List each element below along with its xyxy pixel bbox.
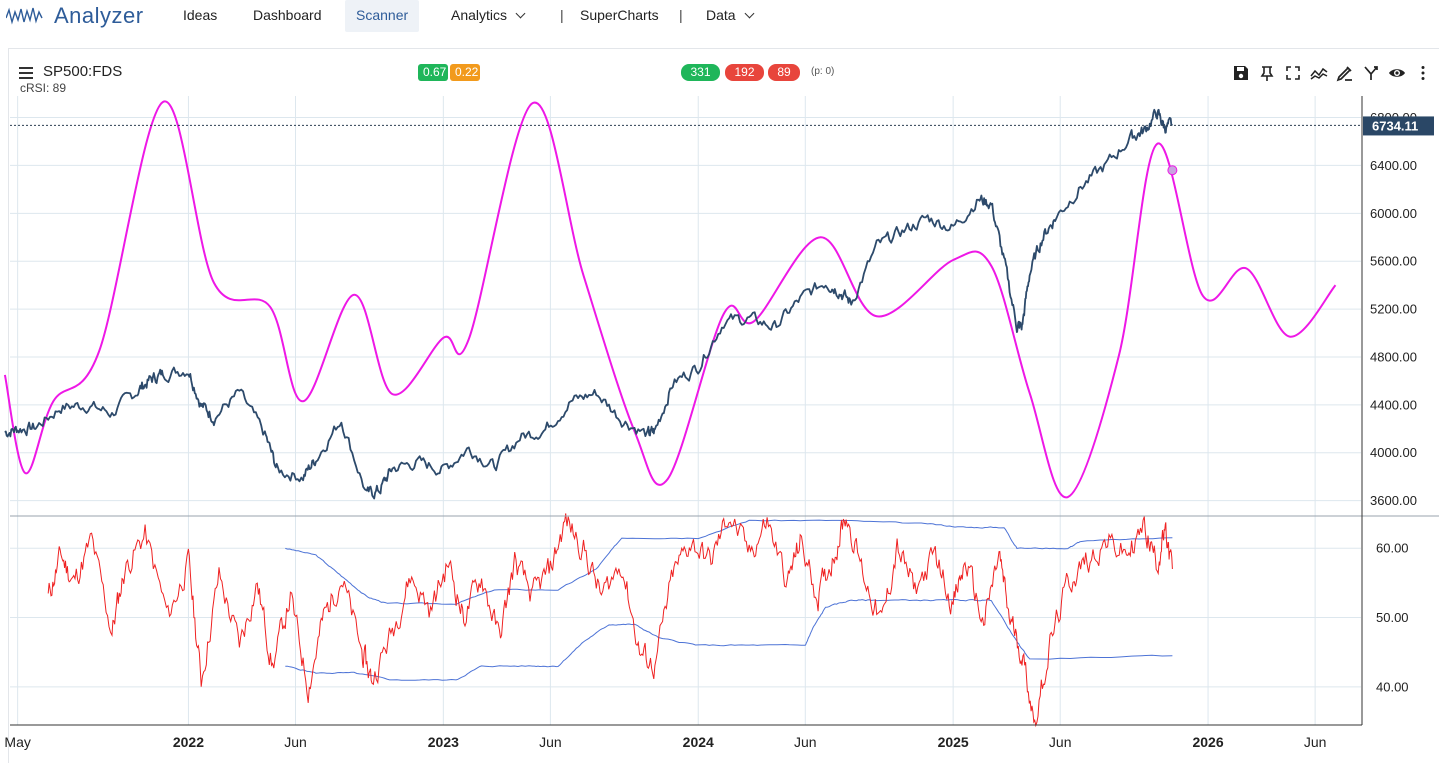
nav-separator: |: [679, 7, 683, 23]
nav-separator: |: [560, 7, 564, 23]
nav-scanner[interactable]: Scanner: [345, 0, 420, 32]
nav-ideas[interactable]: Ideas: [183, 7, 218, 23]
pin-icon[interactable]: [1258, 64, 1276, 82]
badge-score-1: 0.67: [418, 64, 448, 81]
symbol-label[interactable]: SP500:FDS: [43, 63, 123, 80]
waveform-icon: [6, 7, 43, 25]
badge-count-red: 192: [725, 64, 764, 81]
compare-icon[interactable]: [1310, 64, 1328, 82]
badge-count-green: 331: [681, 64, 720, 81]
save-icon[interactable]: [1232, 64, 1250, 82]
menu-icon[interactable]: [19, 67, 33, 79]
p-stat: (p: 0): [811, 66, 835, 77]
chevron-down-icon: [744, 8, 755, 19]
nav-dashboard[interactable]: Dashboard: [253, 7, 322, 23]
fullscreen-icon[interactable]: [1284, 64, 1302, 82]
eye-icon[interactable]: [1388, 64, 1406, 82]
chevron-down-icon: [515, 8, 526, 19]
nav-analytics[interactable]: Analytics: [451, 0, 526, 32]
nav-data-label: Data: [706, 7, 736, 23]
nav-data[interactable]: Data: [706, 0, 755, 32]
logo[interactable]: Analyzer: [6, 2, 144, 30]
nav-analytics-label: Analytics: [451, 7, 508, 23]
draw-icon[interactable]: [1336, 64, 1354, 82]
indicator-label: cRSI: 89: [20, 81, 67, 95]
badge-score-2: 0.22: [450, 64, 480, 81]
chart-panel: [8, 48, 1439, 763]
logo-text: Analyzer: [54, 3, 144, 28]
top-nav: Analyzer Ideas Dashboard Scanner Analyti…: [0, 0, 1439, 34]
badge-count-red-2: 89: [768, 64, 800, 81]
fork-icon[interactable]: [1362, 64, 1380, 82]
nav-supercharts[interactable]: SuperCharts: [580, 7, 659, 23]
more-icon[interactable]: [1414, 64, 1432, 82]
